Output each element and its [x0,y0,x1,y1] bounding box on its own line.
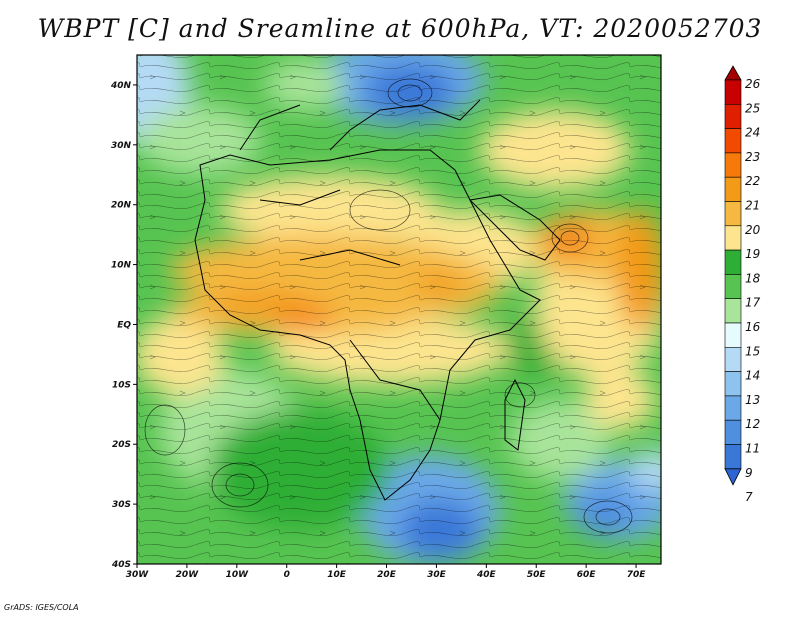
x-tick-label: 20E [377,570,397,580]
colorbar-label: 23 [745,150,760,164]
colorbar-segment [724,201,742,227]
colorbar: 26 25 24 23 22 21 20 19 18 17 16 15 14 13 12 11 9 7 [724,65,761,504]
x-tick-label: 10E [327,570,347,580]
x-tick-label: 60E [577,570,597,580]
x-tick-label: 0 [284,570,290,580]
y-axis: 40N 30N 20N 10N EQ 10S 20S 30S 40S [110,81,137,570]
colorbar-label: 16 [745,320,761,334]
colorbar-label: 13 [745,393,760,407]
y-tick-label: 30N [111,141,132,151]
colorbar-label: 25 [745,101,760,115]
colorbar-label: 7 [745,490,753,504]
colorbar-label: 22 [745,174,760,188]
colorbar-label: 19 [745,247,760,261]
colorbar-segment [724,152,742,178]
colorbar-label: 17 [745,296,761,310]
colorbar-top-arrow [724,65,742,81]
colorbar-segment [724,249,742,275]
x-axis: 30W 20W 10W 0 10E 20E 30E 40E 50E 60E 70E [126,564,646,580]
y-tick-label: 20S [112,440,131,450]
y-tick-label: 40N [110,81,132,91]
y-tick-label: 40S [111,560,131,570]
colorbar-segment [724,128,742,154]
colorbar-label: 11 [745,442,760,456]
colorbar-segment [724,419,742,445]
y-tick-label: 30S [112,500,131,510]
x-tick-label: 30E [427,570,447,580]
x-tick-label: 30W [126,570,150,580]
colorbar-label: 20 [745,223,761,237]
colorbar-segment [724,176,742,202]
colorbar-label: 9 [745,466,753,480]
x-tick-label: 40E [476,570,497,580]
y-tick-label: EQ [117,320,131,330]
colorbar-segment [724,346,742,372]
coastlines [194,99,561,501]
colorbar-label: 24 [745,126,760,140]
colorbar-bottom-arrow [724,468,742,486]
colorbar-label: 12 [745,417,760,431]
colorbar-segment [724,274,742,299]
colorbar-segment [724,444,742,470]
colorbar-segment [724,104,742,129]
colorbar-segment [724,371,742,397]
y-tick-label: 10S [112,380,131,390]
y-tick-label: 20N [111,201,132,211]
map-title: WBPT [C] and Sreamline at 600hPa, VT: 20… [37,14,763,43]
colorbar-label: 26 [745,77,761,91]
colorbar-segment [724,225,742,251]
plot-frame [136,54,662,565]
y-tick-label: 10N [111,261,132,271]
x-tick-label: 50E [527,570,547,580]
colorbar-label: 18 [745,271,761,285]
colorbar-segment [724,79,742,105]
grads-credit: GrADS: IGES/COLA [4,603,79,612]
x-tick-label: 20W [176,570,200,580]
colorbar-label: 21 [745,199,760,213]
colorbar-segment [724,395,742,421]
streamlines [144,78,633,534]
colorbar-segment [724,298,742,324]
colorbar-label: 15 [745,344,760,358]
x-tick-label: 10W [226,570,250,580]
x-tick-label: 70E [627,570,647,580]
colorbar-label: 14 [745,369,760,383]
colorbar-segment [724,322,742,348]
wbpt-field [137,55,661,564]
